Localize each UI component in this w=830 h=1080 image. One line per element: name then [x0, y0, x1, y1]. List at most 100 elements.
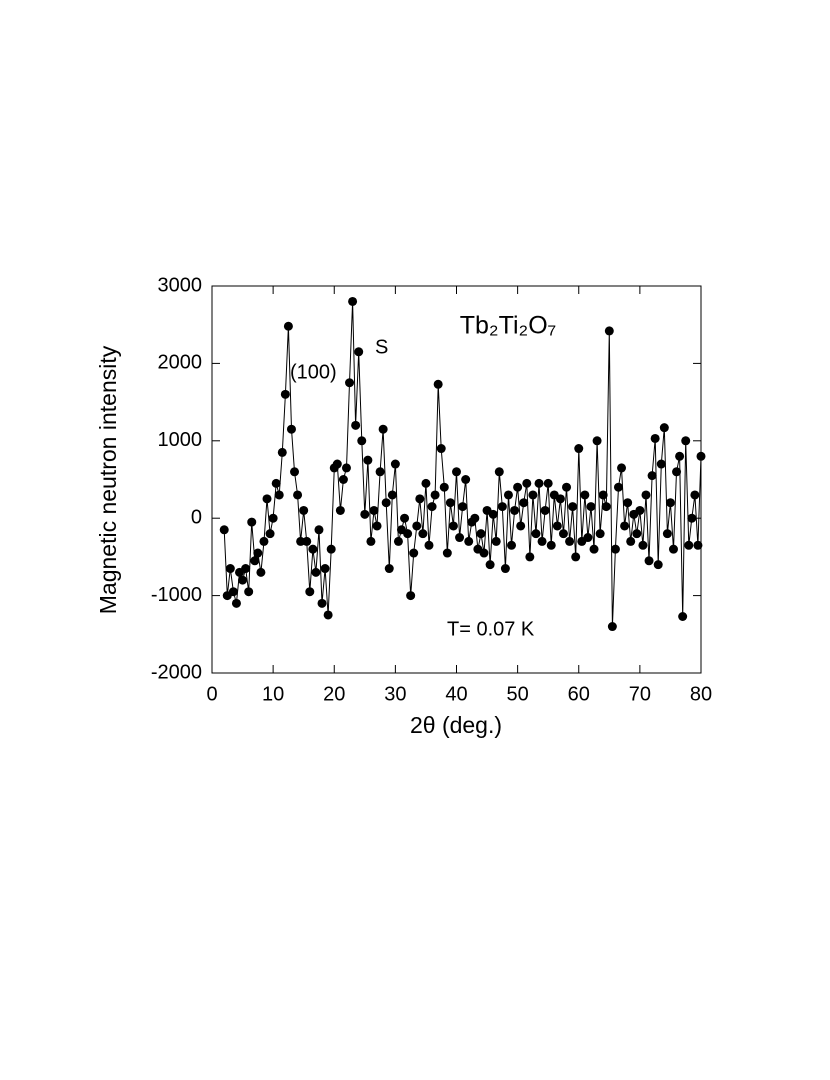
data-point: [696, 451, 706, 461]
y-tick-label: 0: [191, 506, 202, 528]
data-point: [228, 587, 238, 597]
data-point: [424, 540, 434, 550]
data-point: [610, 544, 620, 554]
data-point: [299, 505, 309, 515]
data-point: [345, 378, 355, 388]
data-point: [626, 536, 636, 546]
data-point: [274, 490, 284, 500]
data-point: [241, 564, 251, 574]
x-axis-label: 2θ (deg.): [410, 712, 502, 738]
data-point: [638, 540, 648, 550]
data-point: [589, 544, 599, 554]
data-point: [351, 420, 361, 430]
data-point: [678, 611, 688, 621]
x-tick-label: 70: [629, 683, 651, 705]
data-point: [369, 505, 379, 515]
data-point: [479, 548, 489, 558]
data-point: [225, 564, 235, 574]
data-point: [320, 564, 330, 574]
data-point: [543, 478, 553, 488]
data-point: [433, 379, 443, 389]
chart-title: Tb₂Ti₂O₇: [460, 312, 557, 340]
data-point: [485, 560, 495, 570]
data-point: [656, 459, 666, 469]
data-point: [525, 552, 535, 562]
y-tick-label: 3000: [158, 274, 203, 296]
data-point: [497, 502, 507, 512]
data-point: [595, 529, 605, 539]
data-point: [412, 521, 422, 531]
data-point: [635, 505, 645, 515]
data-point: [693, 540, 703, 550]
data-point: [341, 463, 351, 473]
data-point: [283, 321, 293, 331]
data-point: [442, 548, 452, 558]
data-point: [439, 482, 449, 492]
data-point: [668, 544, 678, 554]
data-point: [332, 459, 342, 469]
data-point: [430, 490, 440, 500]
data-point: [665, 498, 675, 508]
data-point: [445, 498, 455, 508]
data-point: [461, 475, 471, 484]
x-tick-label: 40: [445, 683, 467, 705]
data-point: [534, 478, 544, 488]
data-point: [659, 423, 669, 433]
data-point: [455, 533, 465, 543]
data-point: [681, 436, 691, 446]
data-point: [448, 521, 458, 531]
data-point: [360, 509, 370, 519]
data-point: [583, 533, 593, 543]
x-tick-label: 60: [568, 683, 590, 705]
data-point: [247, 517, 257, 527]
data-point: [366, 536, 376, 546]
data-point: [231, 598, 241, 608]
data-point: [302, 536, 312, 546]
data-point: [558, 529, 568, 539]
data-point: [470, 513, 480, 523]
data-point: [381, 498, 391, 508]
y-tick-label: -2000: [151, 661, 202, 683]
data-point: [323, 610, 333, 620]
data-point: [592, 436, 602, 446]
data-point: [537, 536, 547, 546]
data-point: [647, 471, 657, 481]
data-point: [238, 575, 248, 585]
data-point: [464, 536, 474, 546]
data-point: [644, 556, 654, 566]
data-point: [641, 490, 651, 500]
data-point: [507, 540, 517, 550]
data-point: [311, 567, 321, 577]
data-point: [522, 478, 532, 488]
data-point: [338, 475, 348, 484]
data-point: [601, 502, 611, 512]
x-tick-label: 50: [507, 683, 529, 705]
data-point: [277, 447, 287, 457]
data-point: [305, 587, 315, 597]
data-point: [384, 564, 394, 574]
data-point: [653, 560, 663, 570]
data-point: [607, 622, 617, 632]
data-point: [256, 567, 266, 577]
data-point: [354, 347, 364, 357]
data-point: [510, 505, 520, 515]
data-point: [317, 598, 327, 608]
annotation: (100): [290, 361, 337, 383]
data-point: [363, 455, 373, 465]
x-tick-label: 20: [323, 683, 345, 705]
data-point: [348, 296, 358, 306]
data-point: [500, 564, 510, 574]
data-point: [598, 490, 608, 500]
annotation: T= 0.07 K: [447, 618, 535, 640]
data-point: [580, 490, 590, 500]
data-point: [280, 389, 290, 399]
data-point: [436, 444, 446, 454]
data-point: [546, 540, 556, 550]
data-point: [632, 529, 642, 539]
data-point: [387, 490, 397, 500]
data-point: [488, 509, 498, 519]
data-point: [620, 521, 630, 531]
x-tick-label: 10: [262, 683, 284, 705]
